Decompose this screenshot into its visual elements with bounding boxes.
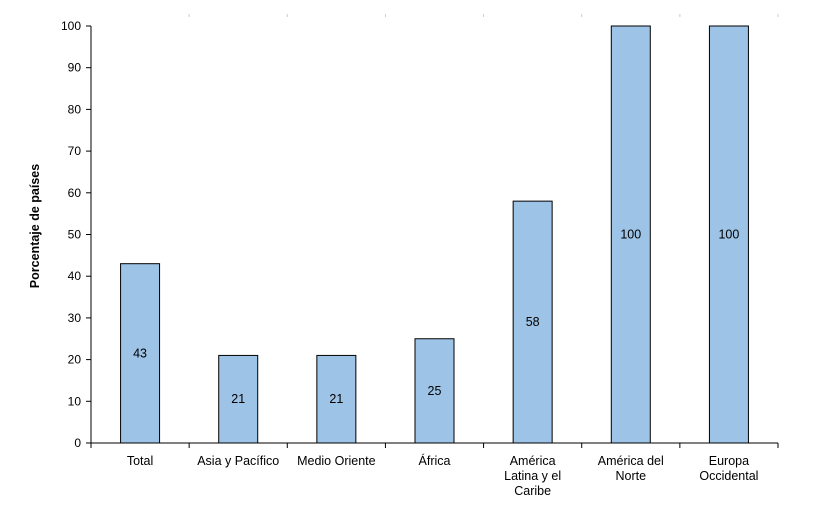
bar — [512, 200, 553, 444]
x-category-label: Medio Oriente — [297, 454, 376, 468]
x-category-label: América del — [598, 454, 664, 468]
data-label: 58 — [526, 315, 540, 329]
data-label: 21 — [231, 392, 245, 406]
bar — [218, 354, 259, 444]
data-label: 25 — [428, 384, 442, 398]
x-category-label: Occidental — [699, 469, 758, 483]
x-category-label: Norte — [615, 469, 646, 483]
x-category-label: Caribe — [514, 484, 551, 498]
x-category-label: Latina y el — [504, 469, 561, 483]
y-tick-label: 50 — [68, 228, 82, 242]
y-axis-title: Porcentaje de países — [28, 164, 42, 288]
y-tick-label: 90 — [68, 61, 82, 75]
data-label: 100 — [620, 228, 641, 242]
data-label: 21 — [329, 392, 343, 406]
y-tick-label: 0 — [74, 436, 81, 450]
bars — [120, 25, 749, 444]
bar — [316, 354, 357, 444]
y-tick-label: 80 — [68, 102, 82, 116]
y-tick-label: 100 — [61, 19, 81, 33]
y-tick-label: 70 — [68, 144, 82, 158]
y-tick-label: 30 — [68, 311, 82, 325]
y-axis: 0 10 20 30 40 50 60 70 80 90 100 — [61, 19, 92, 450]
data-labels: 43 21 21 25 58 100 100 — [133, 228, 739, 407]
data-label: 43 — [133, 346, 147, 360]
x-category-label: Total — [127, 454, 153, 468]
y-tick-label: 10 — [68, 394, 82, 408]
x-category-label: África — [419, 453, 451, 468]
y-tick-label: 60 — [68, 186, 82, 200]
data-label: 100 — [718, 228, 739, 242]
x-category-label: América — [510, 454, 556, 468]
x-category-label: Asia y Pacífico — [197, 454, 279, 468]
bar — [414, 338, 455, 444]
bar — [120, 263, 161, 444]
bar — [610, 25, 651, 444]
y-tick-label: 20 — [68, 353, 82, 367]
x-category-label: Europa — [709, 454, 749, 468]
y-tick-label: 40 — [68, 269, 82, 283]
bar — [708, 25, 749, 444]
